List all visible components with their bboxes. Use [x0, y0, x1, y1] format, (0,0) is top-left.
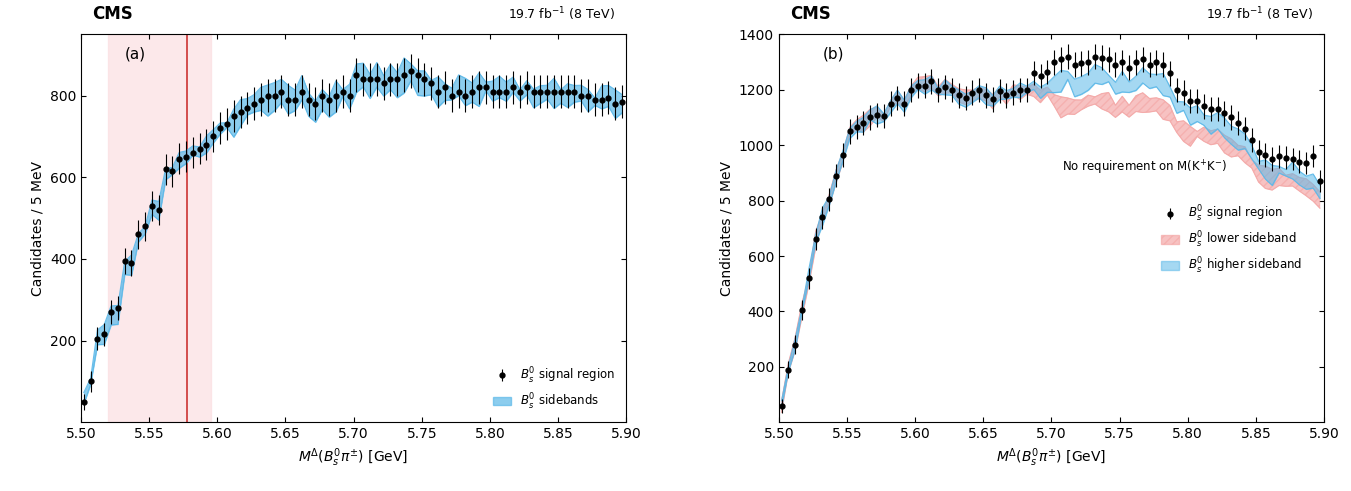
Legend: $B^{0}_{s}$ signal region, $B^{0}_{s}$ lower sideband, $B^{0}_{s}$ higher sideba: $B^{0}_{s}$ signal region, $B^{0}_{s}$ l…: [1156, 199, 1308, 280]
Text: 19.7 fb$^{-1}$ (8 TeV): 19.7 fb$^{-1}$ (8 TeV): [508, 5, 615, 23]
X-axis label: $M^{\Delta}(B^{0}_{s}\pi^{\pm})$ [GeV]: $M^{\Delta}(B^{0}_{s}\pi^{\pm})$ [GeV]: [996, 447, 1106, 469]
X-axis label: $M^{\Delta}(B^{0}_{s}\pi^{\pm})$ [GeV]: $M^{\Delta}(B^{0}_{s}\pi^{\pm})$ [GeV]: [299, 447, 409, 469]
Text: (a): (a): [124, 46, 146, 61]
Text: CMS: CMS: [790, 5, 831, 23]
Bar: [108, 34, 211, 422]
Text: CMS: CMS: [92, 5, 132, 23]
Legend: $B^{0}_{s}$ signal region, $B^{0}_{s}$ sidebands: $B^{0}_{s}$ signal region, $B^{0}_{s}$ s…: [489, 361, 620, 416]
Text: 19.7 fb$^{-1}$ (8 TeV): 19.7 fb$^{-1}$ (8 TeV): [1206, 5, 1313, 23]
Text: No requirement on M(K$^{+}$K$^{-}$): No requirement on M(K$^{+}$K$^{-}$): [1062, 159, 1228, 177]
Y-axis label: Candidates / 5 MeV: Candidates / 5 MeV: [719, 161, 734, 296]
Text: (b): (b): [823, 46, 844, 61]
Y-axis label: Candidates / 5 MeV: Candidates / 5 MeV: [30, 161, 45, 296]
